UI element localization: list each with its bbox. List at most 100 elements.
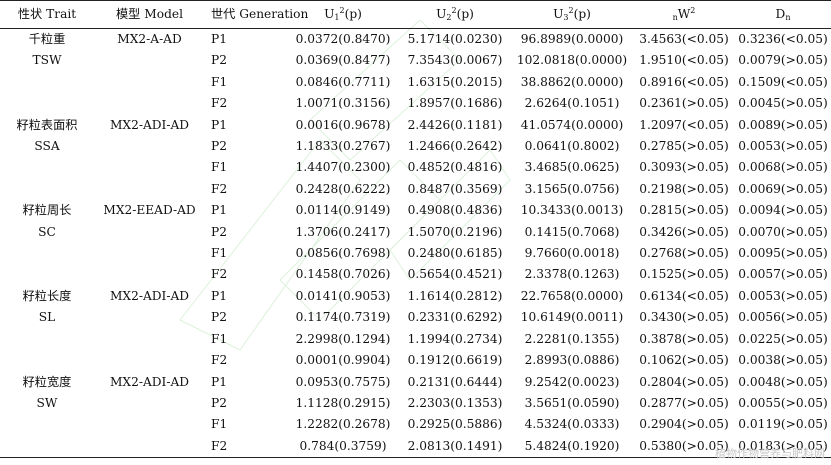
u2-value-cell: 0.2131(0.6444) <box>407 374 503 389</box>
generation-cell: F1 <box>211 160 228 175</box>
u1-value-cell: 0.0114(0.9149) <box>295 203 391 218</box>
model-cell <box>94 72 205 93</box>
generation-cell: P1 <box>211 374 227 389</box>
u2-value-cell: 1.1614(0.2812) <box>407 288 503 303</box>
u1-value-cell: 0.1174(0.7319) <box>295 310 391 325</box>
u1-value-cell: 0.0001(0.9904) <box>295 353 391 368</box>
site-watermark: 植物作物营养与肥料网 <box>715 447 825 460</box>
model-cell <box>94 350 205 371</box>
generation-cell: P1 <box>211 288 227 303</box>
u2-value-cell: 7.3543(0.0067) <box>407 53 503 68</box>
header-model: 模型 Model <box>116 7 183 21</box>
header-nw2: nW2 <box>672 6 696 22</box>
u1-value-cell: 1.4407(0.2300) <box>295 160 391 175</box>
dn-value-cell: 0.0068(>0.05) <box>738 160 828 175</box>
trait-cell: SW <box>36 395 58 410</box>
nw2-value-cell: 1.2097(<0.05) <box>639 117 729 132</box>
table-row: 籽粒宽度 MX2-ADI-AD P1 0.0953(0.7575) 0.2131(0.6… <box>0 372 831 393</box>
dn-value-cell: 0.0057(>0.05) <box>738 267 828 282</box>
generation-cell: P1 <box>211 203 227 218</box>
dn-value-cell: 0.0225(>0.05) <box>738 331 828 346</box>
generation-cell: F1 <box>211 246 228 261</box>
u3-value-cell: 3.1565(0.0756) <box>524 181 620 196</box>
u2-value-cell: 2.4426(0.1181) <box>407 117 503 132</box>
trait-cell <box>0 179 94 200</box>
u1-value-cell: 0.784(0.3759) <box>299 438 387 453</box>
table-row: TSW P2 0.0369(0.8477) 7.3543(0.0067) 102.081… <box>0 50 831 71</box>
u3-value-cell: 2.3378(0.1263) <box>524 267 620 282</box>
u1-value-cell: 0.0141(0.9053) <box>295 288 391 303</box>
model-cell <box>94 329 205 350</box>
u1-value-cell: 2.2998(0.1294) <box>295 331 391 346</box>
dn-value-cell: 0.0056(>0.05) <box>738 310 828 325</box>
generation-cell: P2 <box>211 395 227 410</box>
u1-value-cell: 0.0369(0.8477) <box>295 53 391 68</box>
u2-value-cell: 2.2303(0.1353) <box>407 395 503 410</box>
nw2-value-cell: 0.3430(>0.05) <box>639 310 729 325</box>
u2-value-cell: 0.8487(0.3569) <box>407 181 503 196</box>
trait-cell <box>0 329 94 350</box>
u3-value-cell: 22.7658(0.0000) <box>520 288 624 303</box>
dn-value-cell: 0.0095(>0.05) <box>738 246 828 261</box>
generation-cell: P1 <box>211 32 227 46</box>
nw2-value-cell: 0.2904(>0.05) <box>639 417 729 432</box>
model-cell <box>94 50 205 71</box>
model-cell: MX2-A-AD <box>117 32 182 46</box>
dn-value-cell: 0.3236(<0.05) <box>738 32 828 46</box>
trait-cell <box>0 436 94 458</box>
trait-cell: SC <box>38 224 56 239</box>
u3-value-cell: 2.8993(0.0886) <box>524 353 620 368</box>
trait-cell: TSW <box>32 53 62 68</box>
dn-value-cell: 0.0053(>0.05) <box>738 139 828 154</box>
generation-cell: F2 <box>211 438 228 453</box>
generation-cell: P2 <box>211 53 227 68</box>
generation-cell: F1 <box>211 331 228 346</box>
dn-value-cell: 0.0045(>0.05) <box>738 96 828 111</box>
u3-value-cell: 102.0818(0.0000) <box>516 53 628 68</box>
u1-value-cell: 1.1833(0.2767) <box>295 139 391 154</box>
table-row: F1 1.2282(0.2678) 0.2925(0.5886) 4.5324(0.0… <box>0 414 831 435</box>
u3-value-cell: 2.2281(0.1355) <box>524 331 620 346</box>
u3-value-cell: 9.7660(0.0018) <box>524 246 620 261</box>
dn-value-cell: 0.1509(<0.05) <box>738 74 828 89</box>
table-row: SW P2 1.1128(0.2915) 2.2303(0.1353) 3.5651(0… <box>0 393 831 414</box>
u2-value-cell: 0.5654(0.4521) <box>407 267 503 282</box>
u2-value-cell: 5.1714(0.0230) <box>407 32 503 46</box>
trait-cell: 籽粒长度 <box>22 288 72 303</box>
u3-value-cell: 3.5651(0.0590) <box>524 395 620 410</box>
nw2-value-cell: 0.2804(>0.05) <box>639 374 729 389</box>
trait-cell: SSA <box>34 139 60 154</box>
nw2-value-cell: 1.9510(<0.05) <box>639 53 729 68</box>
table-row: SC P2 1.3706(0.2417) 1.5070(0.2196) 0.1415(0… <box>0 222 831 243</box>
table-row: SSA P2 1.1833(0.2767) 1.2466(0.2642) 0.0641(… <box>0 136 831 157</box>
u2-value-cell: 0.1912(0.6619) <box>407 353 503 368</box>
nw2-value-cell: 0.3093(>0.05) <box>639 160 729 175</box>
model-cell <box>94 136 205 157</box>
nw2-value-cell: 0.5380(>0.05) <box>639 438 729 453</box>
nw2-value-cell: 0.2785(>0.05) <box>639 139 729 154</box>
trait-cell <box>0 243 94 264</box>
u3-value-cell: 0.1415(0.7068) <box>524 224 620 239</box>
nw2-value-cell: 0.8916(<0.05) <box>639 74 729 89</box>
generation-cell: P2 <box>211 224 227 239</box>
header-trait: 性状 Trait <box>17 7 77 21</box>
dn-value-cell: 0.0183(>0.05) <box>738 438 828 453</box>
table-row: F1 2.2998(0.1294) 1.1994(0.2734) 2.2281(0.1… <box>0 329 831 350</box>
nw2-value-cell: 0.1525(>0.05) <box>639 267 729 282</box>
table-row: F1 0.0856(0.7698) 0.2480(0.6185) 9.7660(0.0… <box>0 243 831 264</box>
model-cell <box>94 179 205 200</box>
model-cell <box>94 264 205 285</box>
u1-value-cell: 0.0846(0.7711) <box>295 74 391 89</box>
nw2-value-cell: 0.2815(>0.05) <box>639 203 729 218</box>
table-row: 籽粒周长 MX2-EEAD-AD P1 0.0114(0.9149) 0.4908(0.… <box>0 200 831 221</box>
header-dn: Dn <box>775 7 791 22</box>
u2-value-cell: 1.8957(0.1686) <box>407 96 503 111</box>
dn-value-cell: 0.0070(>0.05) <box>738 224 828 239</box>
nw2-value-cell: 0.2768(>0.05) <box>639 246 729 261</box>
u3-value-cell: 2.6264(0.1051) <box>524 96 620 111</box>
table-row: F1 1.4407(0.2300) 0.4852(0.4816) 3.4685(0.0… <box>0 157 831 178</box>
trait-cell <box>0 93 94 114</box>
u1-value-cell: 0.0016(0.9678) <box>295 117 391 132</box>
table-row: SL P2 0.1174(0.7319) 0.2331(0.6292) 10.6149(… <box>0 307 831 328</box>
u2-value-cell: 0.2925(0.5886) <box>407 417 503 432</box>
